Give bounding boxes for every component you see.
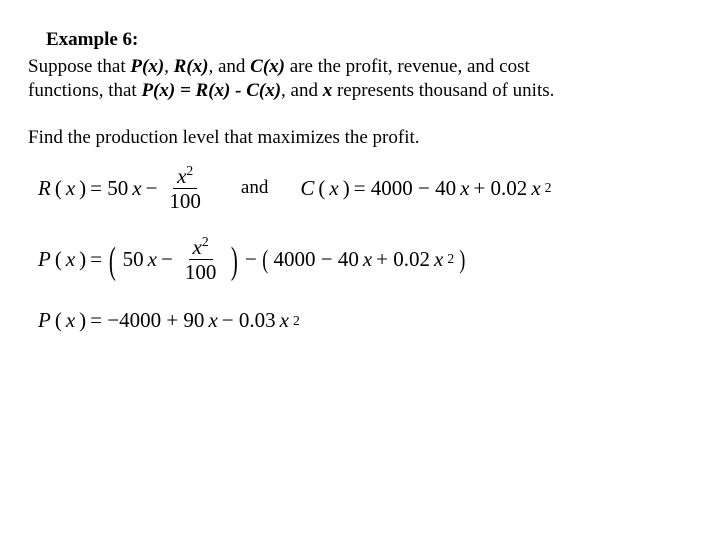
lhs-R: R bbox=[38, 175, 51, 202]
c-expr: = 4000 − 40 bbox=[354, 175, 456, 202]
paren: ( bbox=[55, 175, 62, 202]
paren: ( bbox=[55, 307, 62, 334]
big-paren-right: ) bbox=[231, 246, 238, 276]
equals-expr: = 50 bbox=[90, 175, 128, 202]
expr: − 0.03 bbox=[222, 307, 276, 334]
x-var: x bbox=[280, 307, 289, 334]
equals: = bbox=[90, 246, 102, 273]
x-var: x bbox=[132, 175, 141, 202]
minus: − bbox=[161, 246, 173, 273]
paren: ( bbox=[318, 175, 325, 202]
example-title: Example 6: bbox=[28, 28, 692, 53]
and-word: and bbox=[241, 176, 268, 201]
x-var: x bbox=[208, 307, 217, 334]
equation-row-3: P(x) = −4000 + 90x − 0.03x2 bbox=[38, 307, 692, 334]
x-var: x bbox=[531, 175, 540, 202]
equation-row-2: P(x) = ( 50x − x2 100 ) − (4000 − 40x + … bbox=[38, 236, 692, 283]
minus: − bbox=[245, 246, 257, 273]
lhs-P: P bbox=[38, 307, 51, 334]
minus: − bbox=[146, 175, 158, 202]
frac-den: 100 bbox=[165, 189, 205, 212]
lhs-C: C bbox=[300, 175, 314, 202]
frac-den: 100 bbox=[181, 260, 221, 283]
intro-paragraph: Suppose that P(x), R(x), and C(x) are th… bbox=[28, 55, 692, 104]
exponent: 2 bbox=[202, 234, 209, 249]
x-arg: x bbox=[329, 175, 338, 202]
equation-block: R(x) = 50x − x2 100 and C(x) = 4000 − 40… bbox=[38, 165, 692, 334]
intro-text: , and bbox=[281, 80, 323, 101]
term: 50 bbox=[123, 246, 144, 273]
paren: ( bbox=[55, 246, 62, 273]
x-arg: x bbox=[66, 307, 75, 334]
x-var: x bbox=[460, 175, 469, 202]
paren-left: ( bbox=[262, 243, 268, 277]
rx-symbol: R(x) bbox=[174, 56, 209, 77]
question-text: Find the production level that maximizes… bbox=[28, 126, 692, 151]
frac-num: x2 bbox=[189, 236, 213, 260]
c-expr: + 0.02 bbox=[376, 246, 430, 273]
x-arg: x bbox=[66, 246, 75, 273]
intro-text: are the profit, revenue, and cost bbox=[285, 56, 530, 77]
page-content: Example 6: Suppose that P(x), R(x), and … bbox=[0, 0, 720, 334]
big-paren-left: ( bbox=[109, 246, 116, 276]
x-var: x bbox=[148, 246, 157, 273]
px-symbol: P(x) bbox=[130, 56, 164, 77]
c-expr: + 0.02 bbox=[473, 175, 527, 202]
x-var: x bbox=[363, 246, 372, 273]
fraction: x2 100 bbox=[181, 236, 221, 283]
intro-text: represents thousand of units. bbox=[332, 80, 554, 101]
paren: ) bbox=[343, 175, 350, 202]
paren: ) bbox=[79, 246, 86, 273]
fraction: x2 100 bbox=[165, 165, 205, 212]
cx-symbol: C(x) bbox=[250, 56, 285, 77]
intro-text: functions, that bbox=[28, 80, 141, 101]
expr: = −4000 + 90 bbox=[90, 307, 204, 334]
and-text: and bbox=[218, 56, 250, 77]
x-var: x bbox=[434, 246, 443, 273]
exponent: 2 bbox=[186, 163, 193, 178]
c-expr: 4000 − 40 bbox=[274, 246, 359, 273]
x-var: x bbox=[323, 80, 333, 101]
paren: ) bbox=[79, 307, 86, 334]
x-arg: x bbox=[66, 175, 75, 202]
lhs-P: P bbox=[38, 246, 51, 273]
intro-text: Suppose that bbox=[28, 56, 130, 77]
equation-text: P(x) = R(x) - C(x) bbox=[141, 80, 281, 101]
comma: , bbox=[208, 56, 218, 77]
comma: , bbox=[164, 56, 174, 77]
paren: ) bbox=[79, 175, 86, 202]
frac-num: x2 bbox=[173, 165, 197, 189]
equation-row-1: R(x) = 50x − x2 100 and C(x) = 4000 − 40… bbox=[38, 165, 692, 212]
paren-right: ) bbox=[459, 243, 465, 277]
x-var: x bbox=[193, 235, 202, 259]
